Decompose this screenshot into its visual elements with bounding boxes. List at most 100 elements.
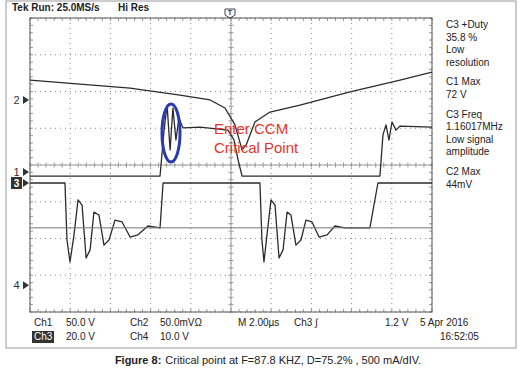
minor-tick [190,163,191,168]
annotation-text: Enter CCM [214,120,288,137]
channel-label: 2 [13,94,19,106]
minor-tick [229,25,234,26]
grid-line-x [351,18,352,312]
minor-tick [255,163,256,168]
minor-tick [311,163,312,168]
minor-tick [229,260,234,261]
grid-line-x [190,18,191,312]
minor-tick [142,163,143,168]
trace [30,105,432,176]
minor-tick [166,163,167,168]
minor-tick [229,157,234,158]
minor-tick [70,163,71,168]
caption-label: Figure 8: [115,354,161,366]
minor-tick [182,163,183,168]
minor-tick [423,163,424,168]
minor-tick [86,163,87,168]
minor-tick [229,253,234,254]
minor-tick [38,163,39,168]
grid-line-x [70,18,71,312]
minor-tick [229,32,234,33]
minor-tick [229,40,234,41]
screen-frame [6,1,516,348]
minor-tick [229,238,234,239]
minor-tick [229,245,234,246]
setting-text: Ch2 [130,317,149,328]
minor-tick [229,231,234,232]
minor-tick [279,163,280,168]
minor-tick [367,163,368,168]
channel-ref-arrow [23,179,29,187]
grid-line-y [30,91,432,92]
minor-tick [150,163,151,168]
channel-ref-arrow [23,96,29,104]
trace [30,227,432,228]
minor-tick [415,163,416,168]
trigger-label: T [228,9,233,16]
minor-tick [78,163,79,168]
minor-tick [383,163,384,168]
minor-tick [303,163,304,168]
minor-tick [214,163,215,168]
minor-tick [407,163,408,168]
minor-tick [126,163,127,168]
setting-text: Ch4 [130,331,149,342]
minor-tick [229,172,234,173]
header-text: Tek Run: 25.0MS/s [12,2,100,13]
measurement-text: 44mV [446,179,472,190]
minor-tick [206,163,207,168]
measurement-text: C3 +Duty [446,19,488,30]
grid-line-y [30,201,432,202]
minor-tick [229,275,234,276]
minor-tick [229,98,234,99]
trace [30,183,432,262]
minor-tick [229,282,234,283]
setting-text: Ch3 [34,331,53,342]
channel-ref-box [11,177,22,189]
minor-tick [229,267,234,268]
minor-tick [229,194,234,195]
highlight-ellipse [162,104,180,162]
trigger-marker [225,9,235,18]
minor-tick [229,165,234,166]
grid-line-y [30,54,432,55]
minor-tick [359,163,360,168]
minor-tick [271,163,272,168]
grid-line-x [311,18,312,312]
minor-tick [375,163,376,168]
minor-tick [229,54,234,55]
minor-tick [343,163,344,168]
plot-frame [30,18,432,312]
traces [30,72,432,262]
minor-tick [229,113,234,114]
grid-line-y [30,165,432,166]
measurement-text: C2 Max [446,166,480,177]
setting-text: 50.0mVΩ [160,317,202,328]
minor-tick [229,187,234,188]
minor-tick [62,163,63,168]
setting-text: 10.0 V [160,331,189,342]
measurement-text: 35.8 % [446,32,477,43]
grid-line-y [30,238,432,239]
minor-tick [229,216,234,217]
setting-text: Ch1 [34,317,53,328]
minor-tick [247,163,248,168]
chart-svg: Tek Run: 25.0MS/sHi Res1234TEnter CCMCri… [0,0,519,373]
minor-tick [319,163,320,168]
grid-line-x [150,18,151,312]
minor-tick [229,209,234,210]
minor-tick [110,163,111,168]
minor-tick [351,163,352,168]
minor-tick [229,84,234,85]
minor-tick [158,163,159,168]
channel-ref-arrow [23,281,29,289]
minor-tick [229,91,234,92]
measurement-text: 1.16017MHz [446,121,503,132]
measurement-text: resolution [446,57,489,68]
minor-tick [229,304,234,305]
minor-tick [391,163,392,168]
grid [30,18,432,312]
minor-tick [134,163,135,168]
caption: Figure 8:Critical point at F=87.8 KHZ, D… [115,354,421,366]
minor-tick [229,69,234,70]
